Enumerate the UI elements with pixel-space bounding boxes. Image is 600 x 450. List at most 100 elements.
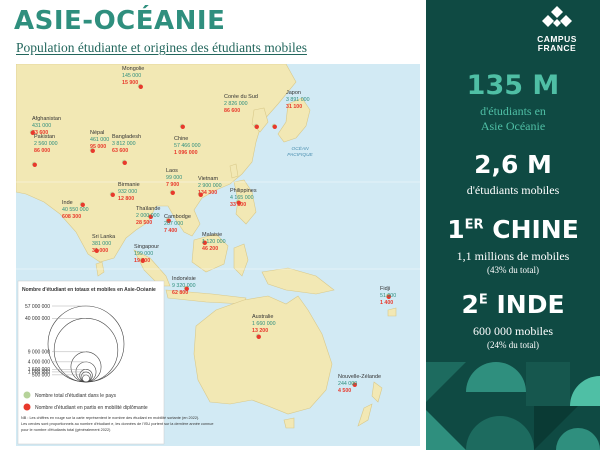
legend-note-1: NB : Les chiffres en rouge sur la carte … bbox=[21, 416, 199, 420]
stat-second-percent: (24% du total) bbox=[487, 340, 539, 350]
label-name-sri-lanka: Sri Lanka bbox=[92, 234, 116, 240]
stat-mobile-value: 2,6 M bbox=[474, 150, 552, 179]
label-mobile-thailande: 28 500 bbox=[136, 220, 152, 226]
label-name-bangladesh: Bangladesh bbox=[112, 134, 141, 140]
label-total-afghanistan: 431 000 bbox=[32, 123, 51, 129]
label-mobile-fidji: 1 400 bbox=[380, 300, 393, 306]
label-mobile-coree-du-sud: 86 600 bbox=[224, 108, 240, 114]
label-total-indonesie: 9 320 000 bbox=[172, 283, 196, 289]
label-mobile-vietnam: 134 300 bbox=[198, 190, 217, 196]
campus-france-logo: CAMPUS FRANCE bbox=[522, 6, 592, 53]
page-title: ASIE-OCÉANIE bbox=[14, 6, 226, 36]
mobile-circle-nepal bbox=[90, 148, 95, 153]
label-name-cambodge: Cambodge bbox=[164, 214, 191, 220]
legend-scale-label-4: 1 600 000 bbox=[28, 367, 50, 373]
decorative-pattern bbox=[426, 362, 600, 450]
legend-red-swatch bbox=[23, 403, 31, 411]
label-name-mongolie: Mongolie bbox=[122, 66, 144, 72]
mobile-circle-philippines bbox=[236, 200, 241, 205]
country-circles bbox=[29, 83, 391, 387]
mobile-circle-sri-lanka bbox=[94, 248, 99, 253]
stat-second-rank: 2 bbox=[461, 290, 479, 319]
label-total-laos: 99 000 bbox=[166, 175, 182, 181]
mobile-circle-pakistan bbox=[32, 162, 37, 167]
ocean-label-pacific-1: PACIFIQUE bbox=[287, 152, 313, 158]
label-mobile-pakistan: 86 000 bbox=[34, 148, 50, 154]
label-total-thailande: 2 000 000 bbox=[136, 213, 160, 219]
mobile-circle-singapour bbox=[140, 258, 145, 263]
mobile-circle-nouvelle-zelande bbox=[352, 382, 357, 387]
label-name-japon: Japon bbox=[286, 90, 301, 96]
label-name-afghanistan: Afghanistan bbox=[32, 116, 61, 122]
logo-diamond-icon bbox=[542, 6, 572, 27]
stat-second-rank-suffix: E bbox=[478, 292, 488, 308]
stat-first-percent: (43% du total) bbox=[487, 265, 539, 275]
legend: Nombre d'étudiant en totaux et mobiles e… bbox=[17, 280, 213, 445]
label-name-fidji: Fidji bbox=[380, 286, 390, 292]
label-name-inde: Inde bbox=[62, 200, 73, 206]
stat-first-mobiles: 1,1 millions de mobiles bbox=[456, 249, 570, 263]
stats-panel: CAMPUS FRANCE 135 M d'étudiants en Asie … bbox=[426, 0, 600, 450]
label-mobile-chine: 1 096 000 bbox=[174, 150, 198, 156]
label-name-australie: Australie bbox=[252, 314, 273, 320]
stat-total-label-1: d'étudiants en bbox=[480, 104, 546, 118]
label-total-fidji: 51 000 bbox=[380, 293, 396, 299]
label-mobile-inde: 608 300 bbox=[62, 214, 81, 220]
page-subtitle: Population étudiante et origines des étu… bbox=[16, 40, 307, 55]
stat-first-country: 1ER CHINE bbox=[426, 215, 600, 244]
mobile-circle-chine bbox=[180, 124, 185, 129]
label-mobile-birmanie: 12 800 bbox=[118, 196, 134, 202]
label-name-laos: Laos bbox=[166, 168, 178, 174]
label-mobile-indonesie: 62 800 bbox=[172, 290, 188, 296]
legend-title: Nombre d'étudiant en totaux et mobiles e… bbox=[22, 287, 156, 293]
stat-second-name: INDE bbox=[496, 290, 565, 319]
mobile-circle-indonesie bbox=[184, 286, 189, 291]
mobile-circle-australie bbox=[256, 334, 261, 339]
label-mobile-mongolie: 15 900 bbox=[122, 80, 138, 86]
label-total-nouvelle-zelande: 244 000 bbox=[338, 381, 357, 387]
mobile-circle-inde bbox=[80, 202, 85, 207]
label-name-malaisie: Malaisie bbox=[202, 232, 222, 238]
label-name-thailande: Thaïlande bbox=[136, 206, 160, 212]
label-total-birmanie: 932 000 bbox=[118, 189, 137, 195]
label-mobile-australie: 13 200 bbox=[252, 328, 268, 334]
label-total-pakistan: 2 560 000 bbox=[34, 141, 58, 147]
label-mobile-singapour: 19 700 bbox=[134, 258, 150, 264]
mobile-circle-japon bbox=[272, 124, 277, 129]
legend-scale-label-2: 9 000 000 bbox=[28, 350, 50, 356]
label-mobile-sri-lanka: 31 000 bbox=[92, 248, 108, 254]
landmasses bbox=[16, 64, 397, 429]
mobile-circle-fidji bbox=[386, 294, 391, 299]
label-name-chine: Chine bbox=[174, 136, 188, 142]
label-mobile-malaisie: 46 200 bbox=[202, 246, 218, 252]
label-name-philippines: Philippines bbox=[230, 188, 257, 194]
label-mobile-bangladesh: 63 600 bbox=[112, 148, 128, 154]
label-total-coree-du-sud: 2 826 000 bbox=[224, 101, 248, 107]
legend-green-label: Nombre total d'étudiant dans le pays bbox=[35, 393, 117, 399]
mobile-circle-bangladesh bbox=[122, 160, 127, 165]
stat-first-rank: 1 bbox=[447, 215, 465, 244]
label-mobile-nouvelle-zelande: 4 500 bbox=[338, 388, 351, 394]
label-name-nouvelle-zelande: Nouvelle-Zélande bbox=[338, 374, 381, 380]
label-mobile-cambodge: 7 400 bbox=[164, 228, 177, 234]
mobile-circle-cambodge bbox=[166, 218, 171, 223]
legend-note-3: pour le nombre d'étudiants total (généra… bbox=[21, 428, 111, 432]
label-mobile-japon: 31 100 bbox=[286, 104, 302, 110]
legend-note-2: Les cercles sont proportionnels au nombr… bbox=[21, 422, 213, 426]
label-total-malaisie: 1 120 000 bbox=[202, 239, 226, 245]
stat-total-label-2: Asie Océanie bbox=[480, 119, 546, 133]
label-total-australie: 1 660 000 bbox=[252, 321, 276, 327]
stat-mobile-label: d'étudiants mobiles bbox=[466, 183, 560, 197]
label-mobile-afghanistan: 33 600 bbox=[32, 130, 48, 136]
legend-green-swatch bbox=[23, 391, 31, 399]
label-mobile-nepal: 95 000 bbox=[90, 144, 106, 150]
map-grid bbox=[16, 181, 420, 270]
stat-first-name: CHINE bbox=[492, 215, 579, 244]
stat-second-country: 2E INDE bbox=[426, 290, 600, 319]
label-total-sri-lanka: 381 000 bbox=[92, 241, 111, 247]
label-total-singapour: 199 000 bbox=[134, 251, 153, 257]
legend-scale-label-0: 57 000 000 bbox=[25, 304, 50, 310]
label-total-japon: 3 891 000 bbox=[286, 97, 310, 103]
label-name-indonesie: Indonésie bbox=[172, 276, 196, 282]
